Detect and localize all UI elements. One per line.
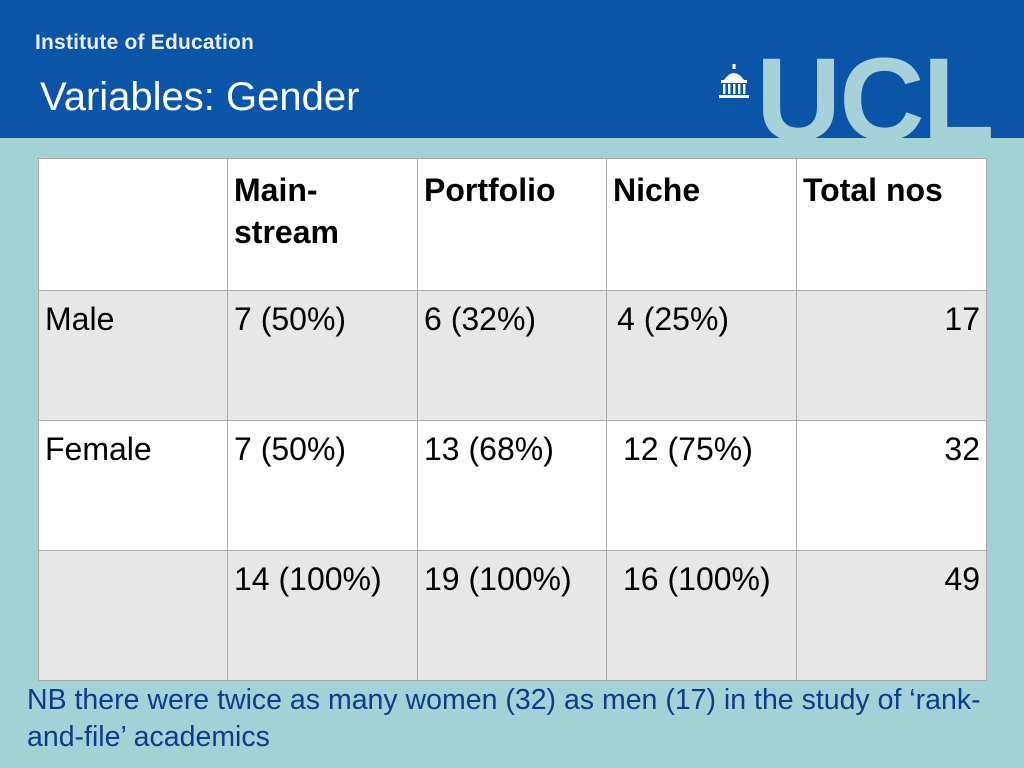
institute-name: Institute of Education	[35, 31, 255, 54]
cell-mainstream: 14 (100%)	[227, 550, 418, 681]
slide-header: Institute of Education Variables: Gender…	[0, 0, 1024, 138]
header-cell-niche: Niche	[606, 158, 797, 291]
table-row-male: Male 7 (50%) 6 (32%) 4 (25%) 17	[38, 290, 987, 421]
row-label	[38, 550, 228, 681]
ucl-logo: UCL	[756, 41, 993, 138]
header-cell-empty	[38, 158, 228, 291]
footnote: NB there were twice as many women (32) a…	[27, 684, 981, 753]
header-cell-mainstream: Main-stream	[227, 158, 418, 291]
row-label: Male	[38, 290, 228, 421]
portico-dome-icon	[719, 64, 749, 98]
header-cell-total: Total nos	[796, 158, 987, 291]
cell-portfolio: 13 (68%)	[417, 420, 607, 551]
header-mainstream-line2: stream	[234, 214, 339, 250]
table-row-total: 14 (100%) 19 (100%) 16 (100%) 49	[38, 550, 987, 681]
cell-total: 32	[796, 420, 987, 551]
gender-table: Main-stream Portfolio Niche Total nos Ma…	[38, 158, 987, 681]
cell-niche: 4 (25%)	[606, 290, 797, 421]
header-mainstream-line1: Main-	[234, 172, 318, 208]
cell-mainstream: 7 (50%)	[227, 290, 418, 421]
cell-niche: 16 (100%)	[606, 550, 797, 681]
table-header-row: Main-stream Portfolio Niche Total nos	[38, 158, 987, 291]
cell-total: 49	[796, 550, 987, 681]
cell-mainstream: 7 (50%)	[227, 420, 418, 551]
page-title: Variables: Gender	[40, 75, 360, 119]
header-cell-portfolio: Portfolio	[417, 158, 607, 291]
cell-total: 17	[796, 290, 987, 421]
cell-niche: 12 (75%)	[606, 420, 797, 551]
cell-portfolio: 19 (100%)	[417, 550, 607, 681]
cell-portfolio: 6 (32%)	[417, 290, 607, 421]
row-label: Female	[38, 420, 228, 551]
table-row-female: Female 7 (50%) 13 (68%) 12 (75%) 32	[38, 420, 987, 551]
